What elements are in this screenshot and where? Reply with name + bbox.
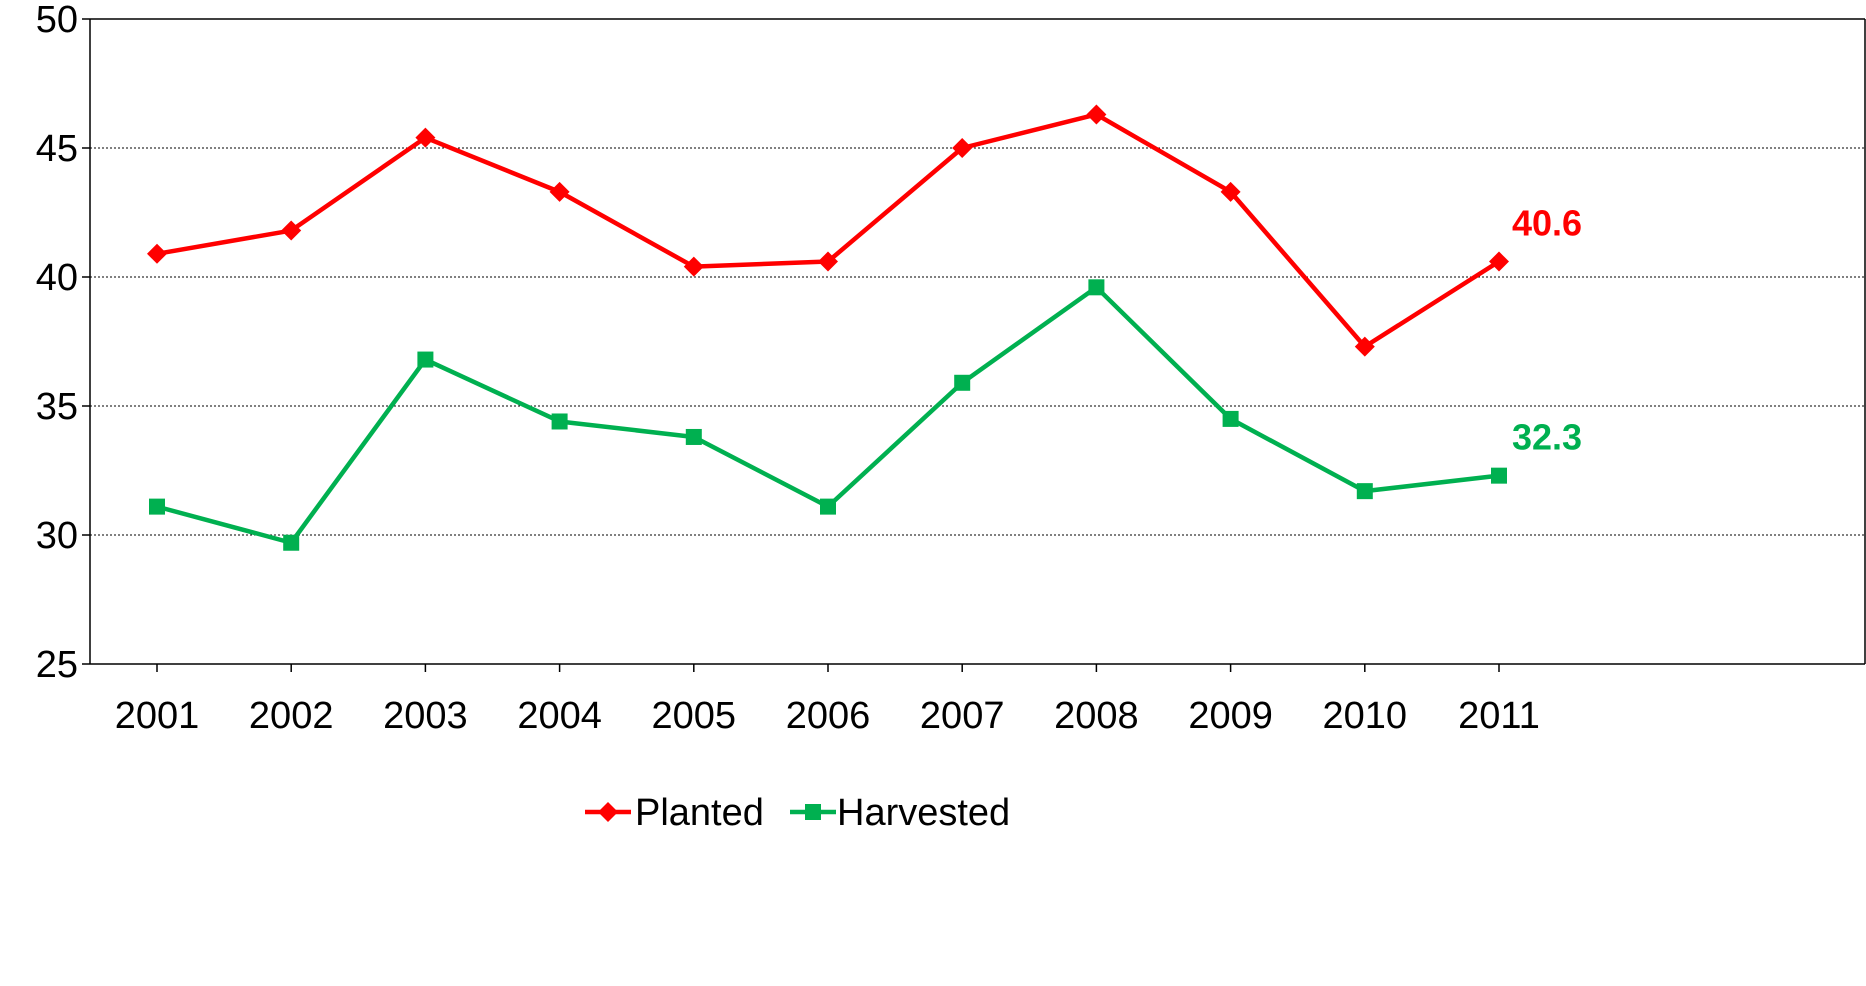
data-labels: 40.6 32.3: [1512, 203, 1582, 458]
x-tick-label: 2009: [1188, 695, 1273, 737]
data-point-planted: [683, 256, 704, 277]
y-tick-label: 45: [36, 128, 78, 170]
x-tick-label: 2006: [786, 695, 871, 737]
axes: [89, 18, 1866, 665]
x-tick-label: 2008: [1054, 695, 1139, 737]
x-tick-label: 2011: [1458, 695, 1540, 737]
legend-item-harvested: Harvested: [790, 792, 1010, 834]
data-point-harvested: [417, 351, 434, 368]
diamond-marker-icon: [598, 802, 618, 822]
data-point-planted: [1220, 181, 1241, 202]
y-tick-label: 25: [36, 644, 78, 686]
square-marker-icon: [805, 804, 821, 820]
data-point-planted: [1489, 251, 1509, 272]
data-point-planted: [147, 243, 167, 264]
x-tick-label: 2002: [249, 695, 334, 737]
data-point-harvested: [820, 498, 836, 515]
data-point-planted: [415, 127, 436, 148]
series-line-planted: [156, 112, 1501, 349]
y-tick-label: 40: [36, 257, 78, 299]
x-tick-label: 2004: [517, 695, 602, 737]
y-tick-label: 35: [36, 386, 78, 428]
y-axis-ticks: 25 30 35 40 45 50: [36, 0, 90, 686]
x-tick-label: 2001: [115, 695, 200, 737]
y-tick-label: 30: [36, 515, 78, 557]
x-tick-label: 2010: [1323, 695, 1408, 737]
data-point-harvested: [1222, 410, 1239, 427]
legend-label: Planted: [635, 792, 764, 834]
data-point-harvested: [149, 498, 165, 515]
legend-item-planted: Planted: [585, 792, 764, 834]
data-label-planted: 40.6: [1512, 203, 1582, 244]
data-point-planted: [1086, 104, 1107, 125]
legend-label: Harvested: [837, 792, 1010, 834]
data-point-harvested: [954, 374, 971, 391]
data-point-harvested: [685, 428, 702, 445]
data-label-harvested: 32.3: [1512, 417, 1582, 458]
x-tick-label: 2005: [652, 695, 737, 737]
x-axis-ticks: 2001 2002 2003 2004 2005 2006 2007 2008 2009 2010…: [115, 664, 1540, 737]
data-point-harvested: [1491, 467, 1507, 484]
data-point-planted: [1354, 336, 1375, 357]
series: [147, 104, 1509, 551]
y-tick-label: 50: [36, 0, 78, 41]
data-point-harvested: [283, 534, 300, 551]
data-point-planted: [549, 181, 570, 202]
data-point-harvested: [551, 413, 568, 430]
data-point-harvested: [1088, 279, 1105, 296]
x-tick-label: 2007: [920, 695, 1005, 737]
legend: Planted Harvested: [585, 792, 1010, 834]
x-tick-label: 2003: [383, 695, 468, 737]
data-point-harvested: [1356, 483, 1373, 500]
data-point-planted: [818, 251, 838, 272]
data-point-planted: [952, 138, 973, 158]
data-point-planted: [281, 220, 302, 241]
